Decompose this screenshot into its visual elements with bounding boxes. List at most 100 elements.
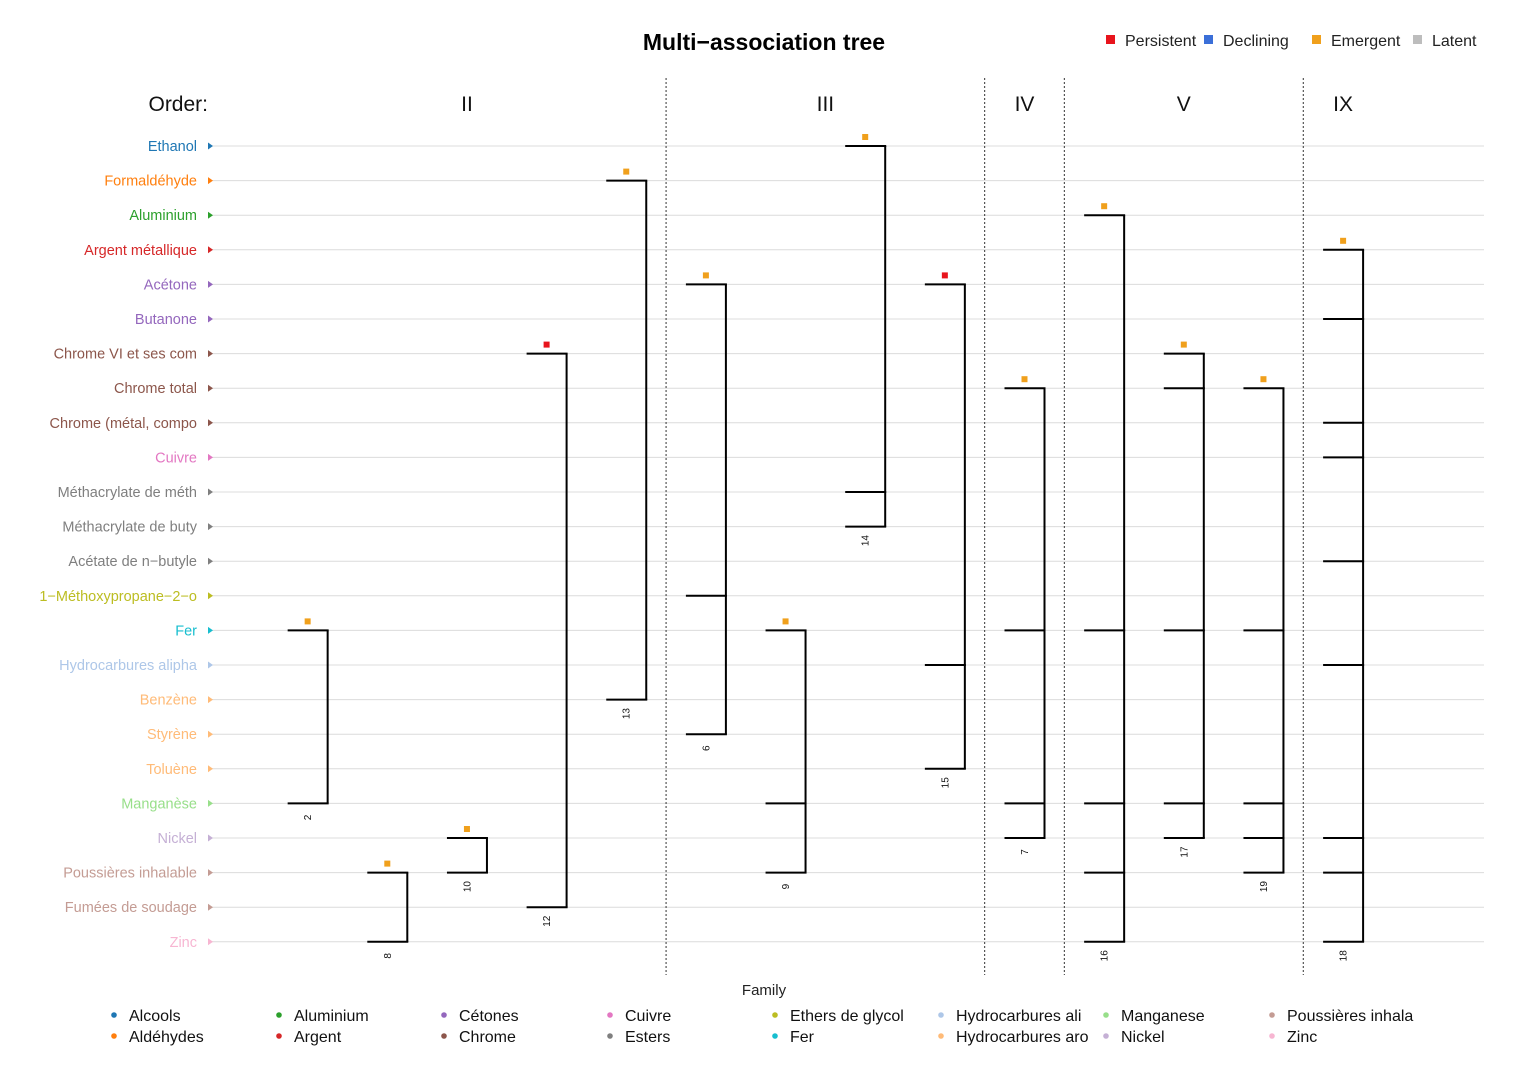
family-legend-item: Ethers de glycol — [772, 1008, 904, 1025]
association-status-marker — [1260, 376, 1267, 383]
family-legend-item: Cétones — [441, 1008, 519, 1025]
row-label-item: Nickel — [158, 831, 213, 847]
status-legend-item: Emergent — [1312, 33, 1401, 50]
association-status-marker — [543, 341, 550, 348]
row-label-item: Chrome VI et ses com — [54, 347, 213, 363]
association-12: 12 — [526, 341, 568, 927]
family-legend-label: Chrome — [459, 1029, 516, 1046]
row-marker — [208, 592, 213, 600]
order-header: IV — [1015, 93, 1035, 116]
status-legend-label: Declining — [1223, 33, 1289, 50]
family-legend-dot — [111, 1033, 117, 1039]
association-label: 13 — [622, 708, 633, 720]
association-label: 16 — [1100, 950, 1111, 962]
association-status-marker — [1021, 376, 1028, 383]
family-legend-item: Argent — [276, 1029, 342, 1046]
row-label: Hydrocarbures alipha — [59, 658, 198, 674]
association-status-marker — [782, 618, 789, 625]
row-label-item: Zinc — [170, 935, 213, 951]
row-label: Ethanol — [148, 139, 197, 155]
family-legend-item: Alcools — [111, 1008, 181, 1025]
family-legend-dot — [1103, 1012, 1109, 1018]
row-label-item: Acétone — [144, 277, 213, 293]
row-label: Nickel — [158, 831, 197, 847]
family-legend-item: Cuivre — [607, 1008, 671, 1025]
association-label: 15 — [940, 777, 951, 789]
association-label: 7 — [1020, 849, 1031, 855]
row-marker — [208, 177, 213, 185]
association-label: 18 — [1339, 950, 1350, 962]
status-legend-item: Persistent — [1106, 33, 1197, 50]
association-status-marker — [941, 272, 948, 279]
row-label-item: Acétate de n−butyle — [68, 554, 213, 570]
chart-title: Multi−association tree — [643, 29, 885, 55]
family-legend-dot — [607, 1012, 613, 1018]
family-legend-item: Manganese — [1103, 1008, 1205, 1025]
row-label-item: 1−Méthoxypropane−2−o — [39, 589, 213, 605]
order-header: IX — [1333, 93, 1353, 116]
family-legend-dot — [607, 1033, 613, 1039]
family-legend-label: Cétones — [459, 1008, 519, 1025]
association-label: 12 — [542, 915, 553, 927]
association-17: 17 — [1163, 341, 1205, 858]
order-header: V — [1177, 93, 1191, 116]
family-legend-dot — [276, 1012, 282, 1018]
row-marker — [208, 696, 213, 704]
row-marker — [208, 384, 213, 392]
association-14: 14 — [845, 134, 887, 546]
row-gridlines — [210, 145, 1484, 943]
family-legend-item: Hydrocarbures aro — [938, 1029, 1089, 1046]
association-status-marker — [463, 826, 470, 832]
family-legend-label: Nickel — [1121, 1029, 1165, 1046]
row-label: Argent métallique — [84, 243, 197, 259]
order-headers: II III IV V IX — [461, 93, 1353, 116]
row-label-item: Fer — [175, 623, 213, 639]
family-legend-label: Hydrocarbures ali — [956, 1008, 1081, 1025]
family-legend-label: Argent — [294, 1029, 342, 1046]
row-marker — [208, 350, 213, 358]
order-label: Order: — [148, 93, 208, 116]
association-status-marker — [1101, 203, 1108, 210]
status-legend-label: Latent — [1432, 33, 1477, 50]
association-label: 9 — [781, 883, 792, 889]
family-legend-dot — [111, 1012, 117, 1018]
row-label-item: Argent métallique — [84, 243, 213, 259]
family-legend-label: Esters — [625, 1029, 670, 1046]
row-marker — [208, 799, 213, 807]
row-label: Aluminium — [129, 208, 197, 224]
association-13: 13 — [606, 168, 648, 720]
family-legend-dot — [1103, 1033, 1109, 1039]
associations: 2 8 10 12 13 6 9 14 15 7 16 17 19 18 — [287, 134, 1365, 962]
family-legend-label: Cuivre — [625, 1008, 671, 1025]
row-label-item: Aluminium — [129, 208, 213, 224]
association-6: 6 — [685, 272, 727, 751]
row-marker — [208, 557, 213, 565]
status-legend: Persistent Declining Emergent Latent — [1106, 33, 1477, 50]
association-9: 9 — [765, 618, 807, 889]
row-label: Styrène — [147, 727, 197, 743]
family-legend-item: Hydrocarbures ali — [938, 1008, 1081, 1025]
row-label-item: Poussières inhalable — [63, 866, 213, 882]
row-label-item: Butanone — [135, 312, 213, 328]
family-legend-label: Poussières inhala — [1287, 1008, 1413, 1025]
row-marker — [208, 280, 213, 288]
row-label: Méthacrylate de méth — [58, 485, 197, 501]
row-label: Cuivre — [155, 450, 197, 466]
order-header: III — [817, 93, 835, 116]
row-label: Méthacrylate de buty — [62, 520, 197, 536]
row-marker — [208, 661, 213, 669]
family-legend-item: Zinc — [1269, 1029, 1317, 1046]
association-status-marker — [1180, 341, 1187, 348]
row-marker — [208, 523, 213, 531]
row-label-item: Méthacrylate de méth — [58, 485, 213, 501]
association-label: 2 — [303, 814, 314, 820]
family-legend-dot — [772, 1012, 778, 1018]
row-label: Manganèse — [121, 796, 197, 812]
row-label: Formaldéhyde — [104, 174, 197, 190]
row-label: Butanone — [135, 312, 197, 328]
association-label: 10 — [462, 881, 473, 893]
family-legend-item: Aldéhydes — [111, 1029, 204, 1046]
family-legend-dot — [772, 1033, 778, 1039]
family-legend-label: Aldéhydes — [129, 1029, 204, 1046]
